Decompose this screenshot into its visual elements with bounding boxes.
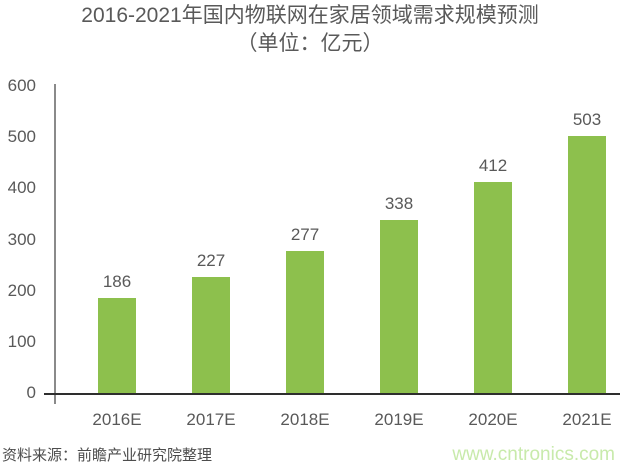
bar-value-label: 338 <box>384 194 414 213</box>
bar-value-label: 277 <box>290 225 320 244</box>
bar-2018E <box>286 251 324 393</box>
y-axis-tick-label: 200 <box>7 280 36 300</box>
y-axis-tick-label: 300 <box>7 229 36 249</box>
bar-2019E <box>380 220 418 393</box>
bar-value-label: 186 <box>102 272 132 291</box>
bar-value-label: 503 <box>572 110 602 129</box>
y-axis-tick-label: 500 <box>7 127 36 147</box>
chart-title: 2016-2021年国内物联网在家居领域需求规模预测 <box>81 4 539 27</box>
x-axis-label: 2020E <box>468 410 518 429</box>
watermark: www.cntronics.com <box>452 444 615 465</box>
chart-subtitle: （单位：亿元） <box>236 32 384 55</box>
y-axis-tick-label: 600 <box>7 76 36 95</box>
x-axis-label: 2018E <box>280 410 330 429</box>
y-axis-line <box>54 84 56 404</box>
bar-2020E <box>474 182 512 393</box>
y-axis-tick-label: 0 <box>26 383 36 402</box>
bar-2016E <box>98 298 136 393</box>
x-axis-line <box>44 393 620 395</box>
x-axis-label: 2021E <box>562 410 612 429</box>
y-axis-tick-label: 400 <box>7 178 36 198</box>
source-note: 资料来源：前瞻产业研究院整理 <box>2 447 213 464</box>
y-axis-tick-label: 100 <box>7 331 36 351</box>
bar-2021E <box>568 136 606 393</box>
x-axis-label: 2019E <box>374 410 424 429</box>
x-axis-label: 2016E <box>92 410 142 429</box>
bar-2017E <box>192 277 230 393</box>
x-axis-label: 2017E <box>186 410 236 429</box>
bar-value-label: 412 <box>478 156 508 175</box>
bar-value-label: 227 <box>196 251 226 270</box>
